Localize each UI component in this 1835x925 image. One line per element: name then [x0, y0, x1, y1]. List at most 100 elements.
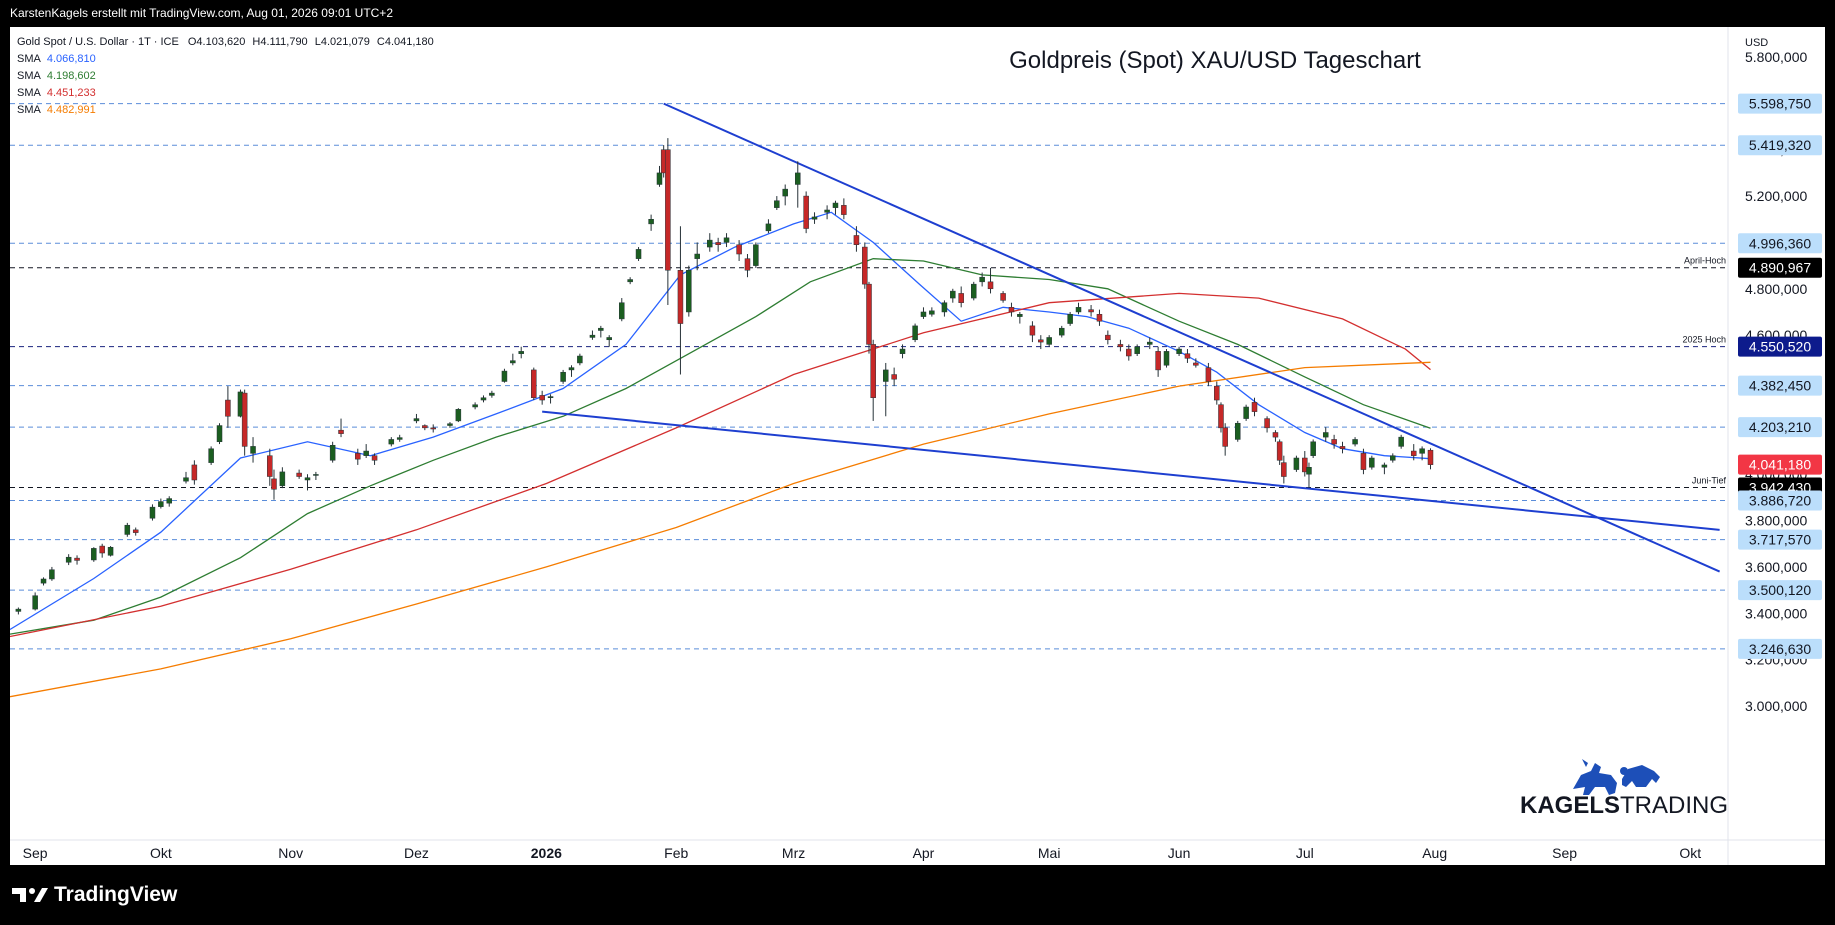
sma-legend-label: SMA [17, 53, 42, 65]
sma-legend-label: SMA [17, 87, 42, 99]
kagels-trading-text: KAGELSTRADING [1520, 792, 1728, 819]
candle-body [832, 202, 839, 208]
candle-body [124, 524, 131, 535]
candle-body [1038, 339, 1044, 343]
candle-body [753, 244, 759, 266]
candle-body [241, 392, 248, 447]
candle-body [1000, 293, 1006, 301]
sma-legend-label: SMA [17, 104, 42, 116]
candle-body [15, 608, 22, 612]
chart-canvas[interactable]: 3.000,000 3.200,000 3.400,000 3.600,000 3.80… [9, 27, 1825, 865]
legend-symbol-line: Gold Spot / U.S. Dollar · 1T · ICE O4.10… [17, 36, 434, 48]
candle-body [782, 188, 788, 197]
candle-body [329, 444, 336, 461]
candle-body [891, 374, 897, 380]
candle-body [1205, 367, 1212, 382]
candlesticks [15, 138, 1434, 615]
bear-icon [1620, 765, 1660, 787]
sma-line [9, 361, 1431, 698]
candle-body [1046, 337, 1052, 345]
candle-body [1410, 450, 1417, 456]
candle-body [158, 501, 164, 507]
time-tick-label: Mai [1038, 845, 1061, 861]
level-label-box [1738, 580, 1822, 601]
bull-icon [1573, 759, 1617, 795]
candle-body [1117, 344, 1124, 347]
candle-body [1088, 309, 1094, 313]
time-tick-label: Aug [1422, 845, 1447, 861]
level-label-box [1738, 490, 1822, 511]
price-tick-label: 5.200,000 [1745, 188, 1807, 204]
candle-body [480, 397, 487, 401]
time-tick-label: Feb [664, 845, 688, 861]
candle-body [694, 253, 700, 259]
time-tick-label: Jun [1168, 845, 1191, 861]
time-tick-label: Okt [1679, 845, 1701, 861]
price-tick-label: 5.800,000 [1745, 49, 1807, 65]
candle-body [355, 453, 361, 460]
candle-body [1419, 448, 1425, 454]
candle-body [1184, 353, 1191, 359]
candle-body [49, 569, 55, 580]
time-tick-label: Okt [150, 845, 172, 861]
candle-body [472, 404, 478, 408]
trendlines [542, 102, 1721, 573]
candle-body [1214, 385, 1220, 401]
candle-body [656, 172, 663, 185]
level-label: 4.550,520 [1749, 339, 1811, 355]
ohlc-h-label: H [252, 36, 260, 48]
candle-body [598, 327, 604, 331]
tradingview-logo-icon [12, 888, 48, 902]
sma-legend-row: SMA 4.482,991 [17, 104, 96, 116]
level-label-box [1738, 417, 1822, 438]
level-label: 3.246,630 [1749, 641, 1811, 657]
candle-body [1369, 457, 1375, 468]
candle-body [1146, 341, 1153, 345]
tradingview-logo-text: TradingView [54, 883, 178, 906]
candle-body [1398, 436, 1404, 447]
candle-body [338, 429, 344, 434]
candle-body [736, 244, 742, 255]
legend: Gold Spot / U.S. Dollar · 1T · ICE O4.10… [17, 36, 434, 116]
time-tick-label: Sep [1552, 845, 1577, 861]
candle-body [430, 427, 436, 430]
level-labels: 5.598,750 5.419,320 4.996,360 4.890,967 Apri… [1682, 93, 1822, 659]
sma-line [9, 211, 1431, 631]
trendline-lower[interactable] [542, 410, 1720, 531]
candle-body [841, 205, 847, 215]
candle-body [606, 337, 612, 341]
level-label: 5.598,750 [1749, 96, 1811, 112]
candle-body [920, 311, 927, 317]
candle-body [40, 578, 47, 584]
time-tick-label: Dez [404, 845, 429, 861]
level-label-box [1738, 336, 1822, 357]
candle-body [1322, 432, 1329, 438]
candle-body [455, 409, 462, 422]
chart-svg[interactable]: 3.000,0003.200,0003.400,0003.600,0003.80… [9, 27, 1825, 865]
level-label-box [1738, 257, 1822, 278]
tradingview-footer[interactable]: TradingView [12, 880, 177, 910]
candle-body [1029, 325, 1036, 336]
time-tick-label: Sep [23, 845, 48, 861]
level-label: 4.382,450 [1749, 378, 1811, 394]
ohlc-l-label: L [315, 36, 321, 48]
level-label-box [1738, 638, 1822, 659]
candle-body [32, 595, 38, 610]
candle-body [74, 557, 80, 561]
price-tick-label: 3.600,000 [1745, 559, 1807, 575]
candle-body [531, 369, 537, 398]
candle-body [619, 302, 625, 320]
candle-body [388, 439, 395, 445]
candle-body [1281, 462, 1287, 477]
candle-body [912, 325, 918, 341]
candle-body [811, 216, 818, 220]
trendline-upper[interactable] [663, 102, 1721, 573]
candle-body [1059, 327, 1065, 336]
candle-body [1176, 348, 1182, 354]
level-lines [10, 103, 1728, 650]
time-axis[interactable]: Sep Okt Nov Dez 2026 Feb Mrz Apr Mai Jun Jul Aug Sep… [23, 845, 1702, 861]
candle-body [941, 302, 948, 313]
candle-body [627, 279, 633, 283]
currency-label: USD [1745, 37, 1768, 49]
ohlc-c-label: C [377, 36, 385, 48]
